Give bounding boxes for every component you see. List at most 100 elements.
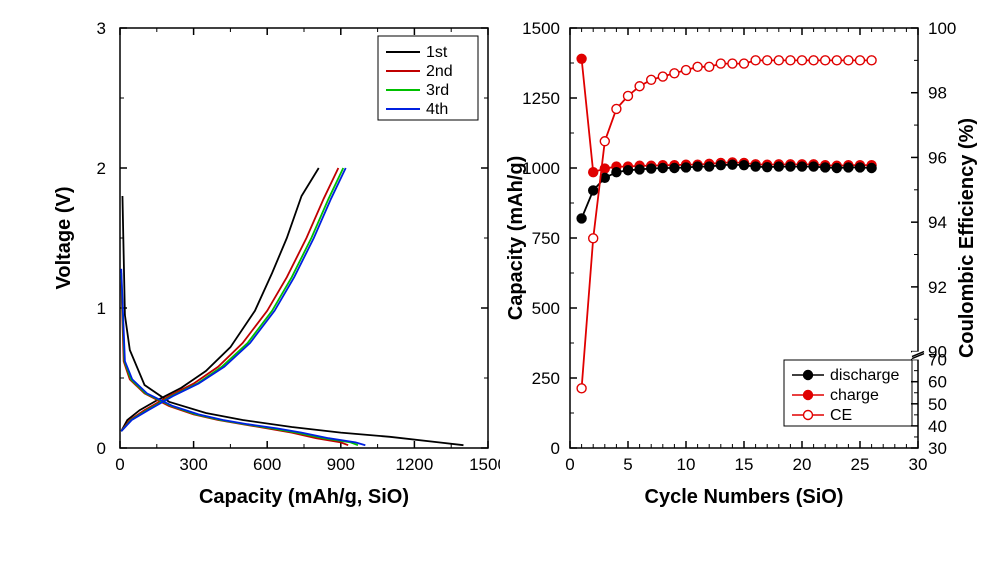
legend-label-fourth: 4th (426, 101, 448, 118)
svg-text:5: 5 (623, 455, 632, 474)
legend-label-third: 3rd (426, 82, 449, 99)
series-ce-marker (728, 59, 737, 68)
series-ce-marker (682, 66, 691, 75)
series-charge-marker (589, 168, 598, 177)
series-discharge-marker (728, 160, 737, 169)
legend-label-charge: charge (830, 387, 879, 404)
series-ce-marker (867, 56, 876, 65)
series-ce-marker (856, 56, 865, 65)
svg-text:25: 25 (851, 455, 870, 474)
series-discharge-marker (774, 162, 783, 171)
series-ce-marker (658, 72, 667, 81)
series-ce-marker (774, 56, 783, 65)
svg-text:60: 60 (928, 373, 947, 392)
svg-text:98: 98 (928, 84, 947, 103)
svg-text:600: 600 (253, 455, 281, 474)
legend-label-ce: CE (830, 407, 852, 424)
series-charge-line (582, 59, 872, 172)
series-ce-marker (624, 91, 633, 100)
svg-text:1500: 1500 (522, 19, 560, 38)
series-charge-marker (577, 54, 586, 63)
legend-label-discharge: discharge (830, 367, 899, 384)
series-ce-marker (635, 82, 644, 91)
svg-text:1200: 1200 (395, 455, 433, 474)
svg-text:Cycle Numbers (SiO): Cycle Numbers (SiO) (645, 486, 844, 508)
svg-text:100: 100 (928, 19, 956, 38)
series-ce-marker (647, 75, 656, 84)
series-discharge-marker (821, 163, 830, 172)
series-ce-marker (740, 59, 749, 68)
legend-label-second: 2nd (426, 63, 453, 80)
cycle-capacity-svg: 0510152025300250500750100012501500304050… (500, 8, 990, 538)
svg-text:1000: 1000 (522, 159, 560, 178)
svg-text:0: 0 (115, 455, 124, 474)
legend-marker-discharge (804, 371, 813, 380)
voltage-capacity-chart: 0300600900120015000123Capacity (mAh/g, S… (40, 8, 500, 538)
series-ce-marker (612, 104, 621, 113)
svg-text:750: 750 (532, 229, 560, 248)
svg-text:1: 1 (97, 299, 106, 318)
svg-text:1500: 1500 (469, 455, 500, 474)
series-ce-marker (577, 384, 586, 393)
svg-text:Capacity (mAh/g, SiO): Capacity (mAh/g, SiO) (199, 486, 409, 508)
svg-text:92: 92 (928, 278, 947, 297)
series-ce-marker (763, 56, 772, 65)
series-ce-marker (693, 62, 702, 71)
series-ce-marker (844, 56, 853, 65)
legend-marker-ce (804, 411, 813, 420)
series-ce-marker (821, 56, 830, 65)
svg-text:0: 0 (551, 439, 560, 458)
series-ce-marker (589, 234, 598, 243)
series-discharge-marker (809, 162, 818, 171)
svg-text:94: 94 (928, 213, 947, 232)
series-fourth-discharge (121, 269, 365, 445)
svg-text:15: 15 (735, 455, 754, 474)
series-discharge-marker (751, 162, 760, 171)
series-discharge-marker (647, 164, 656, 173)
series-discharge-marker (844, 163, 853, 172)
voltage-capacity-svg: 0300600900120015000123Capacity (mAh/g, S… (40, 8, 500, 538)
series-discharge-marker (624, 166, 633, 175)
series-discharge-marker (856, 163, 865, 172)
series-discharge-marker (670, 164, 679, 173)
series-ce-marker (751, 56, 760, 65)
svg-text:20: 20 (793, 455, 812, 474)
series-discharge-marker (832, 164, 841, 173)
series-discharge-marker (658, 164, 667, 173)
series-ce-marker (786, 56, 795, 65)
series-discharge-marker (716, 161, 725, 170)
series-discharge-marker (682, 163, 691, 172)
series-ce-marker (716, 59, 725, 68)
series-ce-marker (705, 62, 714, 71)
svg-text:900: 900 (327, 455, 355, 474)
series-first-charge (121, 168, 318, 431)
series-discharge-marker (763, 163, 772, 172)
svg-text:90: 90 (928, 343, 947, 362)
svg-text:30: 30 (909, 455, 928, 474)
series-discharge-marker (693, 162, 702, 171)
series-ce-marker (809, 56, 818, 65)
svg-text:50: 50 (928, 395, 947, 414)
series-discharge-marker (612, 168, 621, 177)
series-discharge-marker (786, 162, 795, 171)
svg-text:40: 40 (928, 417, 947, 436)
series-discharge-marker (635, 165, 644, 174)
svg-text:Voltage (V): Voltage (V) (53, 187, 75, 290)
svg-text:250: 250 (532, 369, 560, 388)
series-ce-marker (670, 69, 679, 78)
svg-text:2: 2 (97, 159, 106, 178)
series-ce-marker (832, 56, 841, 65)
svg-text:10: 10 (677, 455, 696, 474)
series-discharge-marker (705, 162, 714, 171)
svg-text:300: 300 (179, 455, 207, 474)
series-discharge-marker (740, 161, 749, 170)
series-ce-marker (798, 56, 807, 65)
svg-text:Capacity (mAh/g): Capacity (mAh/g) (505, 156, 527, 320)
series-discharge-marker (589, 186, 598, 195)
cycle-capacity-chart: 0510152025300250500750100012501500304050… (500, 8, 990, 538)
legend-marker-charge (804, 391, 813, 400)
svg-text:96: 96 (928, 148, 947, 167)
svg-text:0: 0 (97, 439, 106, 458)
svg-text:0: 0 (565, 455, 574, 474)
svg-text:500: 500 (532, 299, 560, 318)
